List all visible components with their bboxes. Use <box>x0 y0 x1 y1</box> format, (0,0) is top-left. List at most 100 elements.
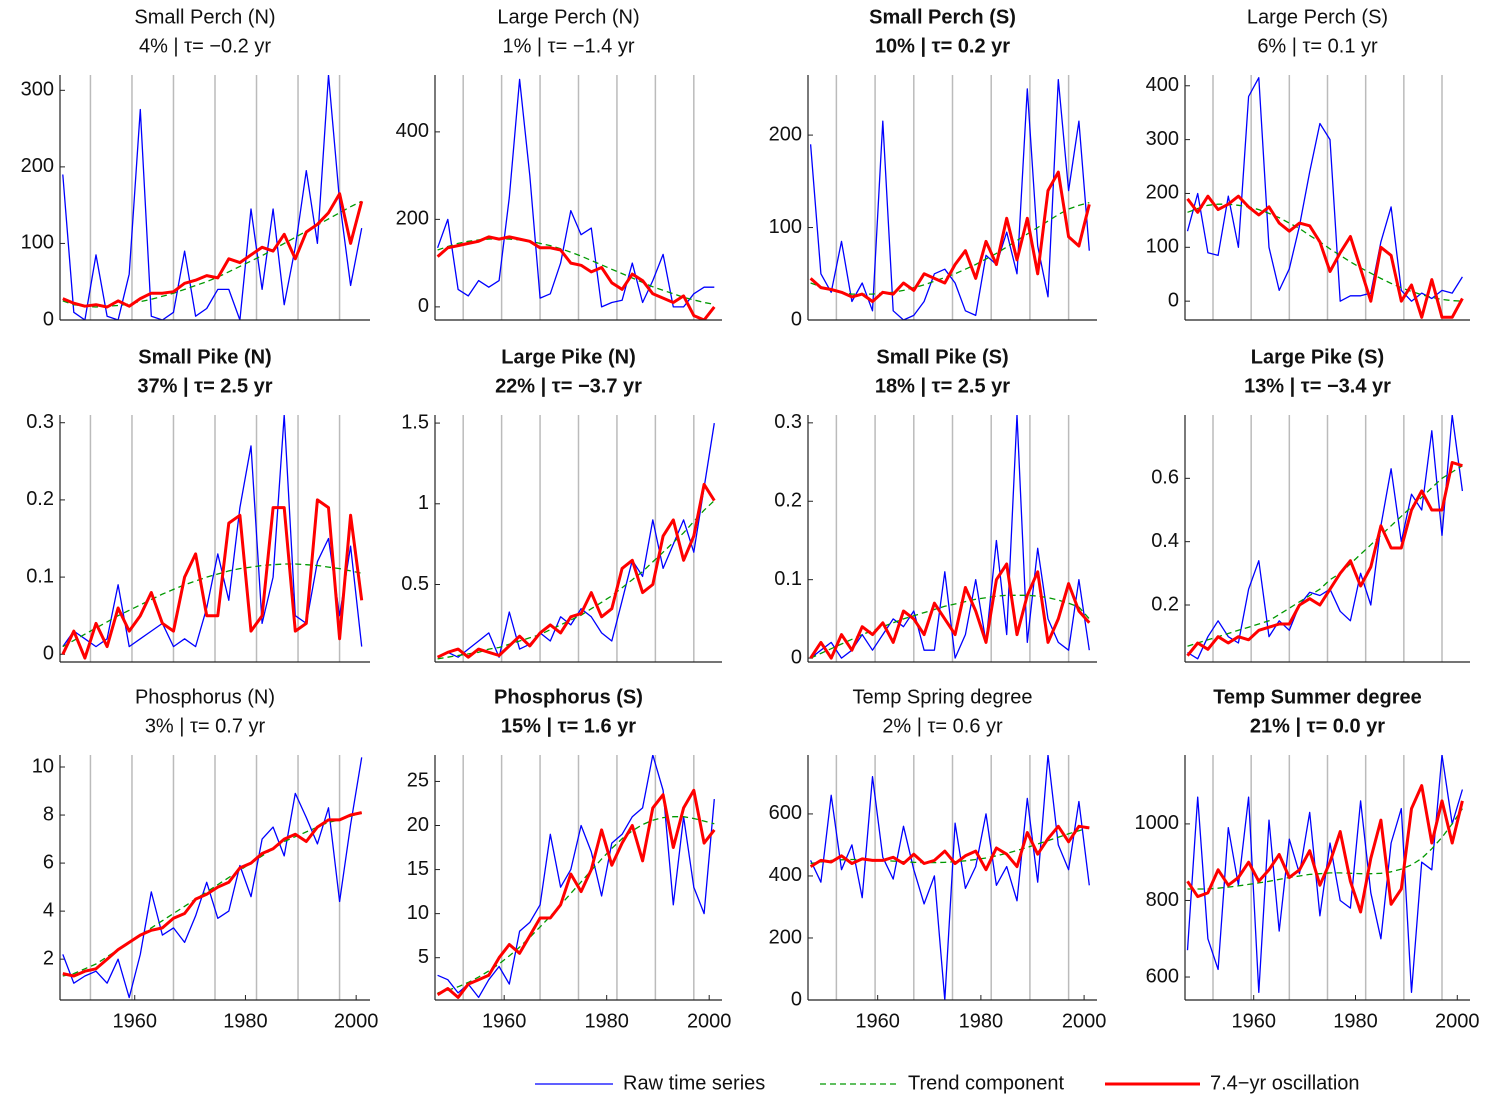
y-tick-label: 0 <box>791 988 802 1010</box>
y-tick-label: 0 <box>43 308 54 330</box>
panel-title: Large Pike (N) <box>501 346 635 368</box>
panel-subtitle: 22% | τ= −3.7 yr <box>495 375 642 397</box>
series-line <box>809 170 1091 303</box>
y-tick-label: 0.5 <box>401 573 429 595</box>
y-tick-label: 1.5 <box>401 411 429 433</box>
x-tick-label: 1960 <box>482 1010 527 1032</box>
series-line <box>810 415 1090 659</box>
series-line <box>1187 203 1463 302</box>
series-line <box>1186 77 1463 302</box>
y-tick-label: 25 <box>407 770 429 792</box>
panel-title: Large Perch (S) <box>1247 6 1388 28</box>
panel-title: Large Pike (S) <box>1251 346 1384 368</box>
series-line <box>436 788 716 999</box>
panel-subtitle: 18% | τ= 2.5 yr <box>875 375 1010 397</box>
panel-title: Small Perch (S) <box>869 6 1016 28</box>
series-line <box>1186 461 1463 657</box>
y-tick-label: 6 <box>43 851 54 873</box>
panel-subtitle: 3% | τ= 0.7 yr <box>145 715 266 737</box>
panel-subtitle: 6% | τ= 0.1 yr <box>1257 35 1378 57</box>
series-line <box>436 78 715 308</box>
legend: Raw time series Trend component 7.4−yr osc… <box>535 1072 1360 1094</box>
y-tick-label: 0.2 <box>1151 593 1179 615</box>
y-tick-label: 300 <box>21 79 54 101</box>
y-tick-label: 600 <box>769 802 802 824</box>
y-tick-label: 600 <box>1146 965 1179 987</box>
panel: Small Perch (S) 10% | τ= 0.2 yr 0 100 200 <box>769 6 1097 330</box>
x-tick-label: 1980 <box>223 1010 268 1032</box>
series-line <box>437 755 715 999</box>
y-tick-label: 200 <box>1146 182 1179 204</box>
panel: Large Perch (N) 1% | τ= −1.4 yr 0 200 400 <box>396 6 722 321</box>
series-line <box>62 811 362 977</box>
panel: Small Pike (N) 37% | τ= 2.5 yr 0 0.1 0.2 0.3 <box>26 346 370 665</box>
y-tick-label: 200 <box>769 123 802 145</box>
y-tick-label: 0 <box>43 643 54 665</box>
panel-title: Small Perch (N) <box>134 6 275 28</box>
series-line <box>62 811 363 978</box>
y-tick-label: 0 <box>791 646 802 668</box>
y-tick-label: 0.1 <box>774 568 802 590</box>
y-tick-label: 10 <box>407 902 429 924</box>
panel-subtitle: 37% | τ= 2.5 yr <box>137 375 272 397</box>
y-tick-label: 0.6 <box>1151 467 1179 489</box>
series-line <box>437 500 715 660</box>
series-line <box>436 235 716 320</box>
panel-subtitle: 21% | τ= 0.0 yr <box>1250 715 1385 737</box>
panel-subtitle: 15% | τ= 1.6 yr <box>501 715 636 737</box>
y-tick-label: 200 <box>21 155 54 177</box>
y-tick-label: 15 <box>407 858 429 880</box>
series-line <box>436 482 716 659</box>
panel: Temp Spring degree 2% | τ= 0.6 yr 0 200 400 6… <box>769 686 1107 1032</box>
y-tick-label: 100 <box>1146 236 1179 258</box>
panel: Small Perch (N) 4% | τ= −0.2 yr 0 100 200 300 <box>21 6 370 330</box>
x-tick-label: 2000 <box>1062 1010 1107 1032</box>
x-tick-label: 2000 <box>334 1010 379 1032</box>
y-tick-label: 0.3 <box>774 411 802 433</box>
y-tick-label: 400 <box>769 864 802 886</box>
panel-subtitle: 10% | τ= 0.2 yr <box>875 35 1010 57</box>
y-tick-label: 5 <box>418 946 429 968</box>
panel-title: Phosphorus (S) <box>494 686 643 708</box>
series-line <box>1187 808 1463 890</box>
series-line <box>809 562 1091 660</box>
x-tick-label: 1980 <box>584 1010 629 1032</box>
panel-subtitle: 2% | τ= 0.6 yr <box>882 715 1003 737</box>
x-tick-label: 2000 <box>1435 1010 1480 1032</box>
panel-title: Temp Summer degree <box>1213 686 1422 708</box>
panel: Phosphorus (S) 15% | τ= 1.6 yr 5 10 15 20 25 19… <box>407 686 732 1032</box>
x-tick-label: 1960 <box>855 1010 900 1032</box>
panel-subtitle: 1% | τ= −1.4 yr <box>502 35 634 57</box>
y-tick-label: 10 <box>32 755 54 777</box>
y-tick-label: 200 <box>769 926 802 948</box>
panel-title: Small Pike (S) <box>876 346 1008 368</box>
y-tick-label: 800 <box>1146 889 1179 911</box>
y-tick-label: 0.1 <box>26 565 54 587</box>
y-tick-label: 20 <box>407 814 429 836</box>
series-line <box>437 237 715 305</box>
series-line <box>810 201 1090 295</box>
y-tick-label: 0.4 <box>1151 530 1179 552</box>
panel-title: Small Pike (N) <box>138 346 271 368</box>
y-tick-label: 400 <box>1146 74 1179 96</box>
y-tick-label: 200 <box>396 208 429 230</box>
series-line <box>437 816 715 994</box>
y-tick-label: 8 <box>43 803 54 825</box>
y-tick-label: 100 <box>21 232 54 254</box>
series-line <box>61 498 364 660</box>
legend-label: Trend component <box>908 1072 1064 1094</box>
series-line <box>437 422 715 658</box>
y-tick-label: 0 <box>791 308 802 330</box>
panel: Small Pike (S) 18% | τ= 2.5 yr 0 0.1 0.2 0.3 <box>774 346 1097 668</box>
panel-subtitle: 4% | τ= −0.2 yr <box>139 35 271 57</box>
y-tick-label: 4 <box>43 899 54 921</box>
series-line <box>62 757 363 999</box>
panel: Large Pike (N) 22% | τ= −3.7 yr 0.5 1 1.5 <box>401 346 722 663</box>
series-line <box>62 563 362 648</box>
x-tick-label: 1980 <box>1333 1010 1378 1032</box>
panel: Phosphorus (N) 3% | τ= 0.7 yr 2 4 6 8 10 1960 19… <box>32 686 379 1032</box>
panel: Temp Summer degree 21% | τ= 0.0 yr 600 800 1… <box>1135 686 1480 1032</box>
series-line <box>1187 415 1464 660</box>
series-line <box>1186 194 1464 319</box>
